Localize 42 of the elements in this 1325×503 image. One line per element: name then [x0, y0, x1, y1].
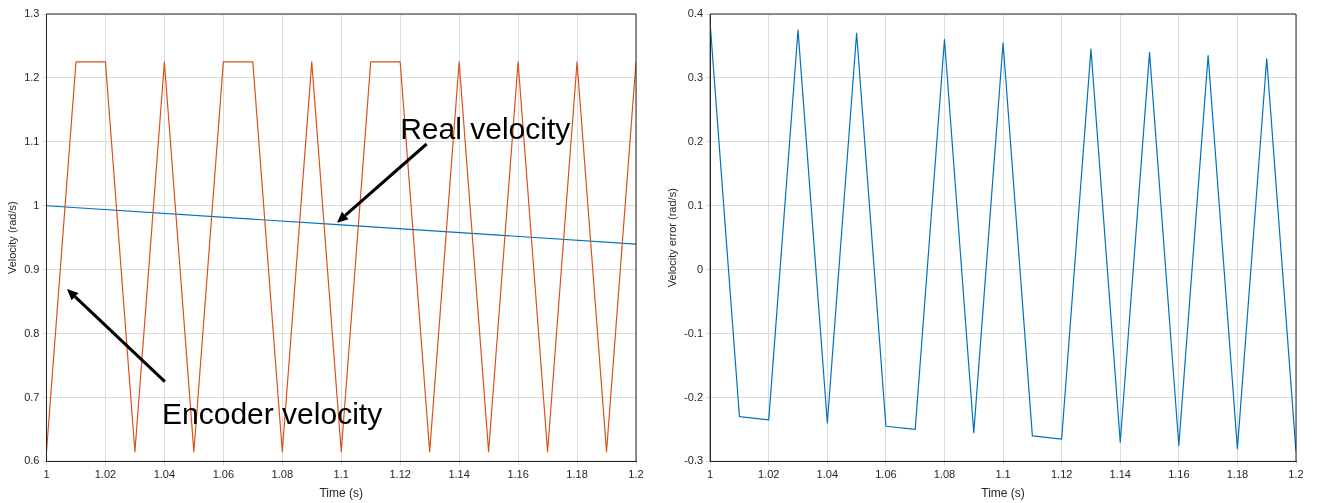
x-tick-label: 1.2: [628, 468, 644, 481]
y-tick-label: 1: [33, 198, 40, 211]
y-tick-label: -0.3: [684, 454, 704, 467]
x-tick-label: 1.2: [1288, 468, 1304, 481]
x-tick-label: 1.12: [389, 468, 411, 481]
x-tick-label: 1.02: [94, 468, 117, 481]
x-tick-label: 1.02: [758, 468, 780, 481]
y-tick-label: -0.1: [684, 326, 704, 339]
y-tick-label: 0: [697, 262, 704, 275]
x-tick-label: 1: [43, 468, 50, 481]
y-tick-label: 0.8: [24, 326, 40, 339]
x-axis-title: Time (s): [981, 486, 1025, 501]
y-tick-label: 0.4: [687, 7, 704, 20]
y-axis-title: Velocity error (rad/s): [665, 188, 678, 288]
x-tick-label: 1.18: [566, 468, 588, 481]
y-tick-label: 0.7: [24, 390, 40, 403]
y-axis-title: Velocity (rad/s): [5, 201, 18, 275]
x-tick-label: 1.1: [333, 468, 349, 481]
y-tick-label: 1.3: [24, 7, 40, 20]
x-tick-label: 1.06: [212, 468, 235, 481]
y-tick-label: 0.1: [687, 198, 704, 211]
x-tick-label: 1.04: [153, 468, 176, 481]
x-tick-label: 1.16: [1168, 468, 1190, 481]
y-tick-label: 1.1: [24, 134, 40, 147]
x-tick-label: 1.04: [816, 468, 839, 481]
x-tick-label: 1.16: [507, 468, 529, 481]
x-tick-label: 1.18: [1226, 468, 1249, 481]
x-tick-label: 1.1: [995, 468, 1011, 481]
y-tick-label: 0.3: [687, 70, 704, 83]
x-tick-label: 1.14: [448, 468, 470, 481]
y-tick-label: 0.6: [24, 454, 40, 467]
x-tick-label: 1.06: [875, 468, 897, 481]
y-tick-label: 1.2: [24, 70, 40, 83]
x-tick-label: 1.12: [1050, 468, 1073, 481]
x-tick-label: 1.08: [933, 468, 956, 481]
x-axis-title: Time (s): [319, 486, 364, 501]
x-tick-label: 1.08: [271, 468, 294, 481]
x-tick-label: 1: [707, 468, 714, 481]
y-tick-label: 0.9: [24, 262, 40, 275]
y-tick-label: -0.2: [684, 390, 704, 403]
x-tick-label: 1.14: [1109, 468, 1131, 481]
y-tick-label: 0.2: [687, 134, 704, 147]
